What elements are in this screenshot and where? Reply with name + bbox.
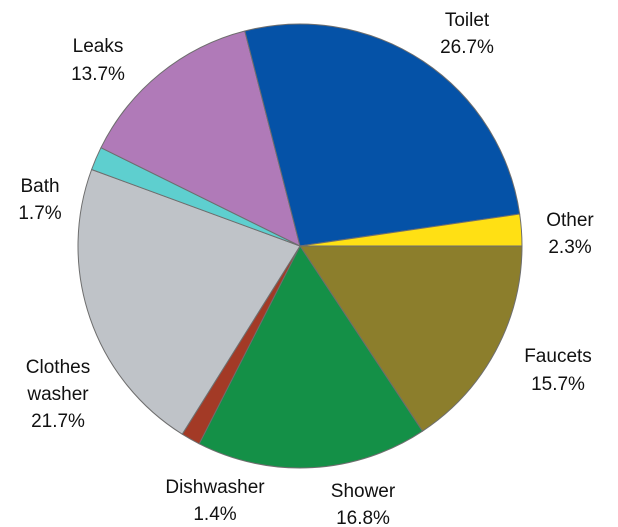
- label-toilet-name: Toilet: [445, 10, 490, 31]
- label-faucets-name: Faucets: [524, 346, 592, 367]
- label-dishwasher-name: Dishwasher: [165, 477, 265, 498]
- pie-slice-clothes-washer: [77, 168, 301, 435]
- label-shower-value: 16.8%: [336, 508, 390, 527]
- label-clothes-washer-name-line1: Clothes: [26, 357, 90, 378]
- label-dishwasher-value: 1.4%: [193, 504, 236, 525]
- label-shower-name: Shower: [331, 481, 396, 502]
- label-leaks-value: 13.7%: [71, 64, 125, 85]
- label-bath-name: Bath: [20, 176, 59, 197]
- label-leaks-name: Leaks: [73, 36, 124, 57]
- pie-slices: [77, 23, 523, 469]
- pie-slice-shower: [198, 245, 423, 469]
- label-toilet-value: 26.7%: [440, 37, 494, 58]
- label-clothes-washer-value: 21.7%: [31, 411, 85, 432]
- label-clothes-washer-name-line2: washer: [26, 384, 89, 405]
- pie-slice-faucets: [299, 245, 523, 432]
- pie-slice-toilet: [244, 23, 521, 247]
- pie-slice-other: [299, 213, 523, 247]
- pie-slice-leaks: [100, 30, 301, 247]
- label-faucets-value: 15.7%: [531, 374, 585, 395]
- label-other-name: Other: [546, 210, 594, 231]
- label-other-value: 2.3%: [548, 237, 591, 258]
- label-bath-value: 1.7%: [18, 203, 61, 224]
